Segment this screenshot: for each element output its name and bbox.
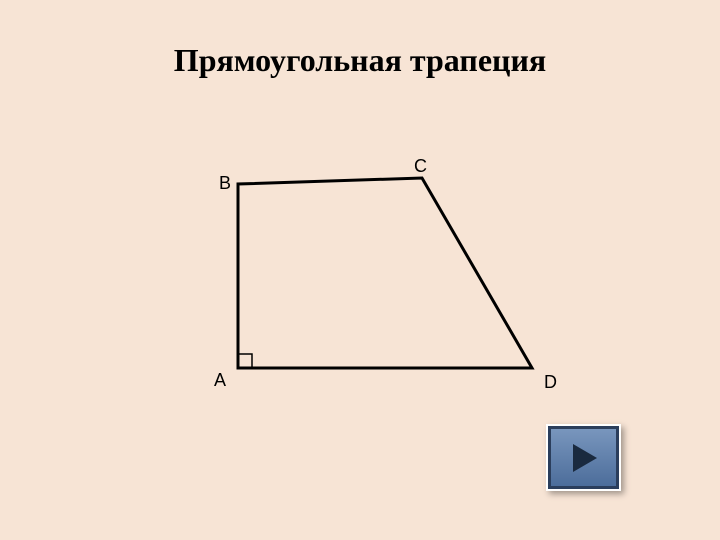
right-angle-marker bbox=[238, 354, 252, 368]
next-slide-button[interactable] bbox=[546, 424, 621, 491]
vertex-label-c: C bbox=[414, 156, 427, 177]
trapezoid-shape bbox=[238, 178, 532, 368]
play-forward-icon bbox=[567, 441, 601, 475]
trapezoid-diagram bbox=[190, 160, 550, 390]
slide: Прямоугольная трапеция A B C D bbox=[0, 0, 720, 540]
vertex-label-b: B bbox=[219, 173, 231, 194]
vertex-label-d: D bbox=[544, 372, 557, 393]
vertex-label-a: A bbox=[214, 370, 226, 391]
page-title: Прямоугольная трапеция bbox=[0, 42, 720, 79]
